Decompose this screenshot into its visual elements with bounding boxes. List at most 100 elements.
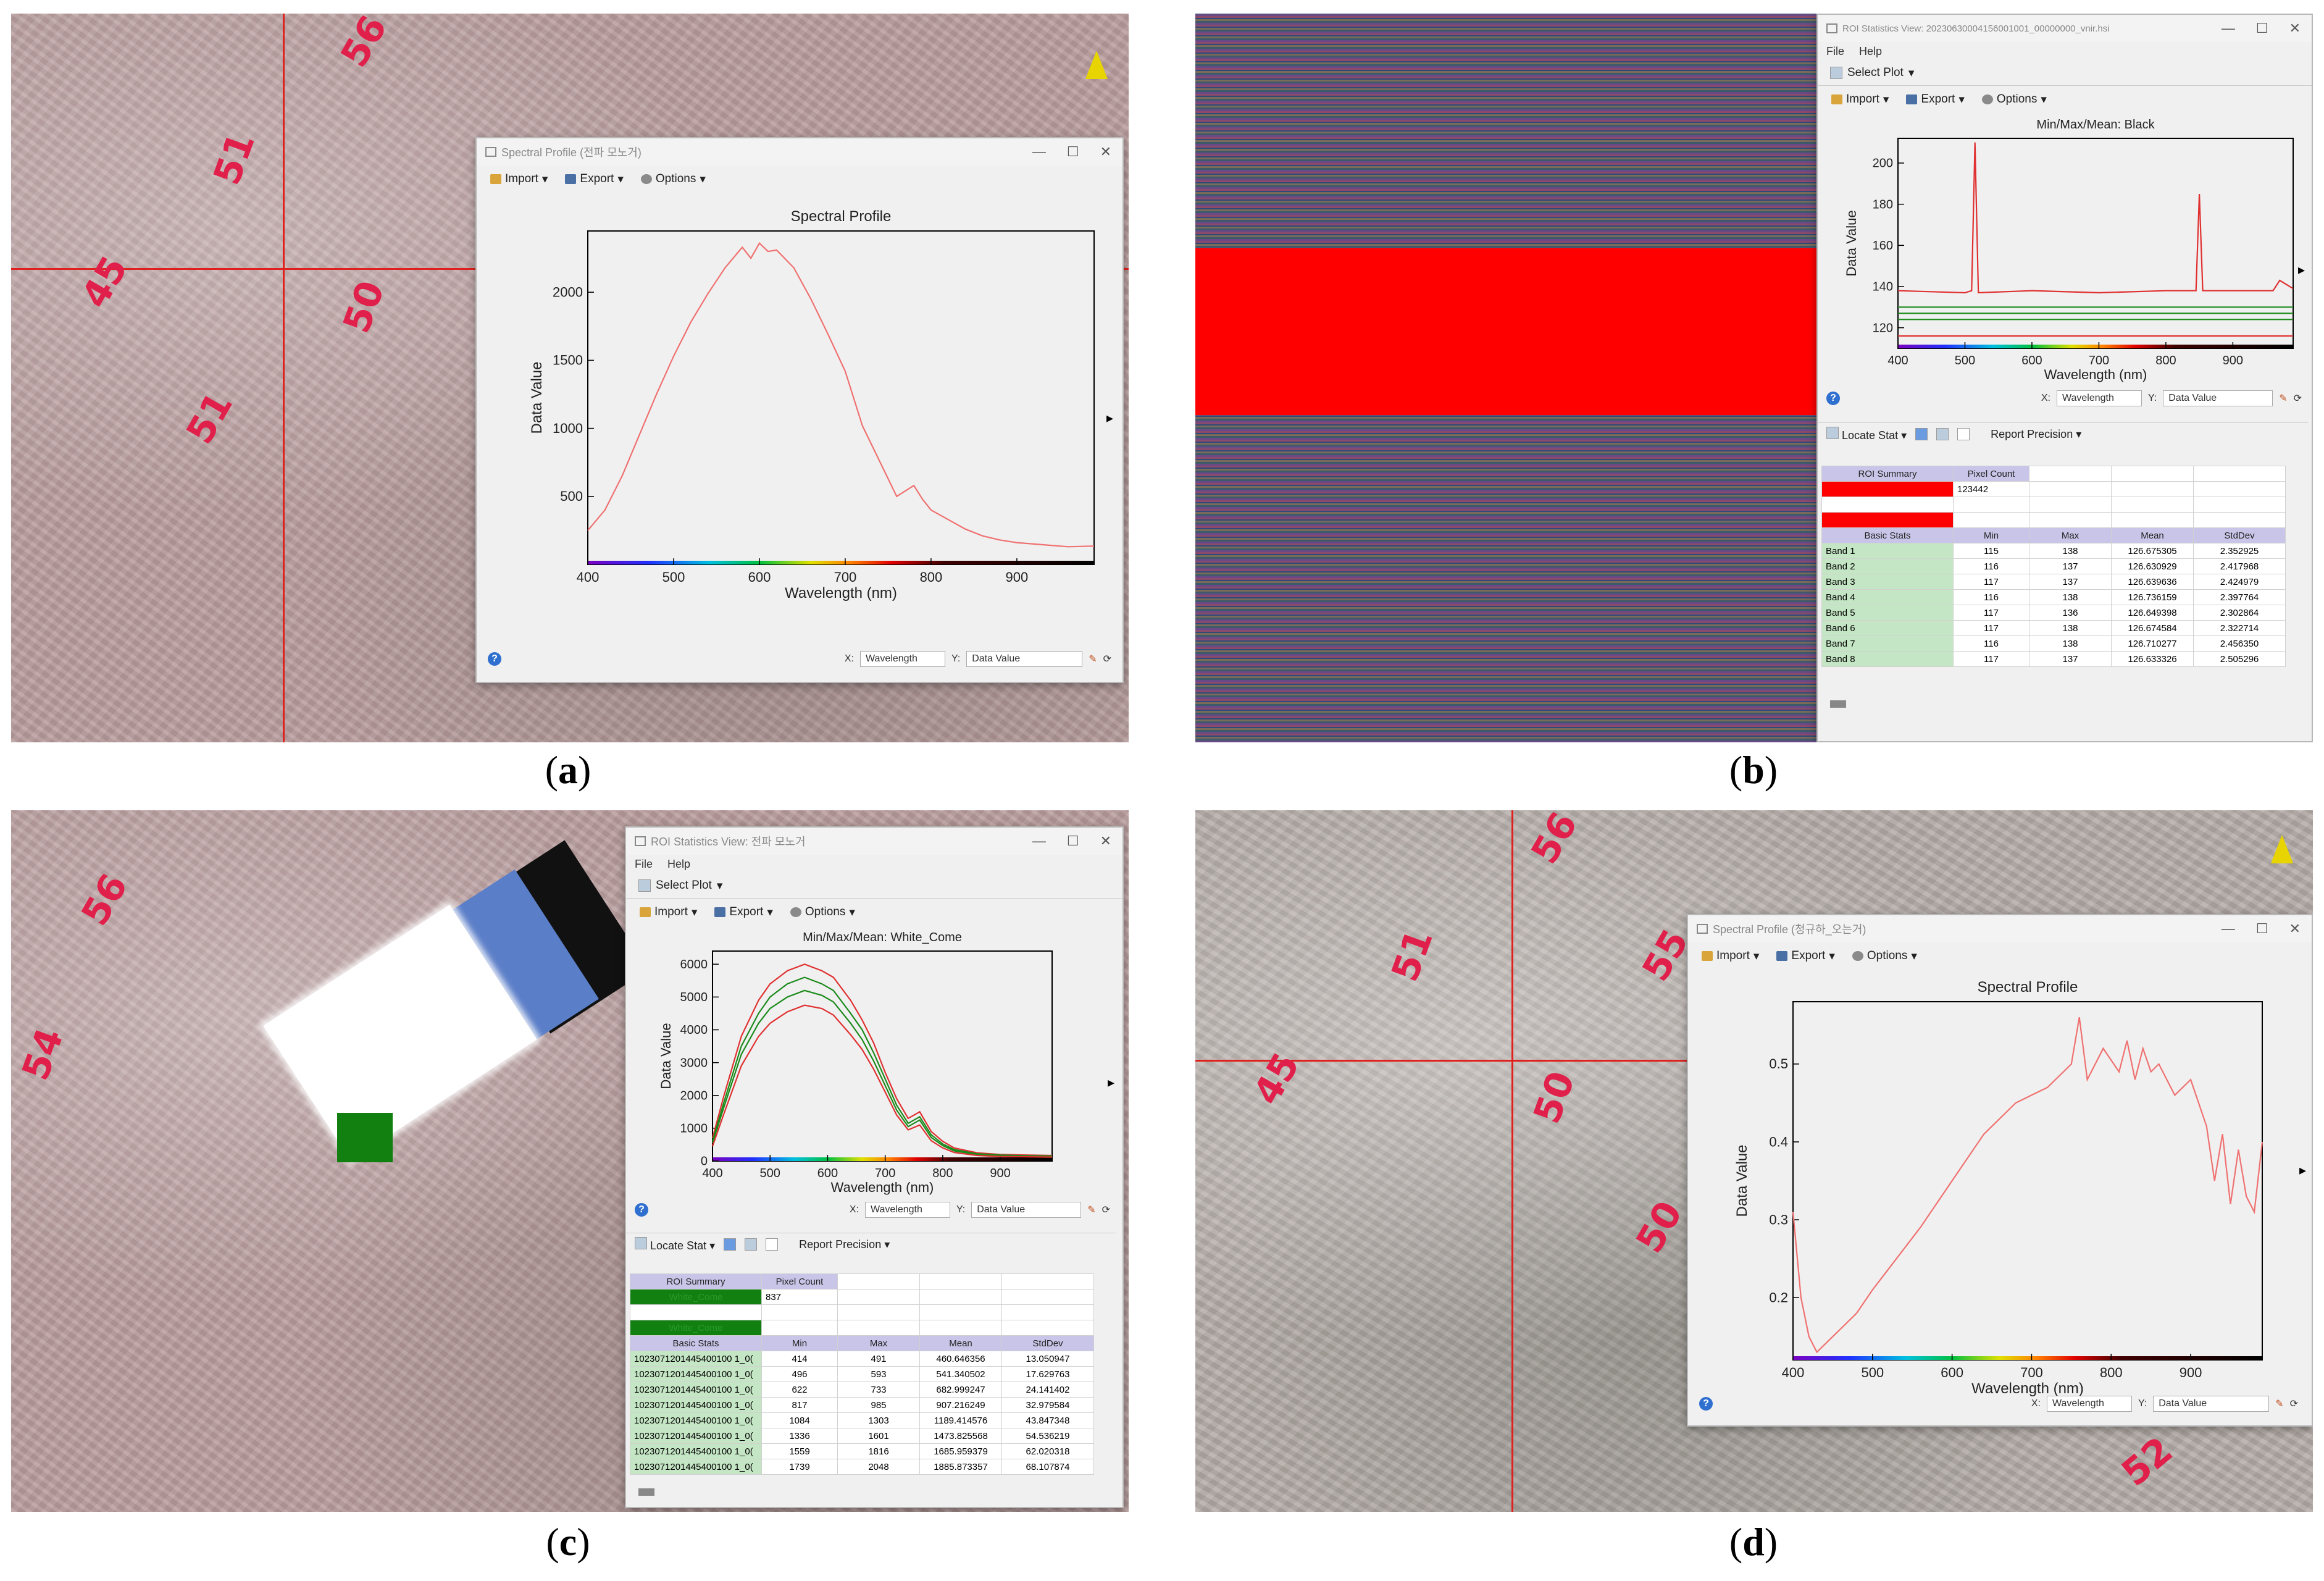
- menu-file[interactable]: File: [635, 857, 653, 870]
- band-label-cell[interactable]: Band 7: [1821, 635, 1954, 652]
- side-panel-arrow-icon[interactable]: ▸: [2298, 262, 2305, 277]
- copy-icon[interactable]: [1936, 428, 1949, 440]
- close-icon[interactable]: ✕: [2289, 20, 2301, 36]
- band-label-cell[interactable]: 1023071201445400100 1_0(: [630, 1351, 762, 1367]
- minimize-icon[interactable]: —: [2221, 921, 2235, 936]
- stats-header-cell: Basic Stats: [1821, 527, 1954, 543]
- help-icon[interactable]: ?: [635, 1203, 648, 1217]
- refresh-icon[interactable]: ⟳: [1101, 1205, 1110, 1215]
- menu-help[interactable]: Help: [667, 857, 691, 870]
- export-button[interactable]: Export ▾: [714, 905, 773, 920]
- band-label-cell[interactable]: 1023071201445400100 1_0(: [630, 1397, 762, 1413]
- refresh-icon[interactable]: ⟳: [1103, 654, 1111, 665]
- options-button[interactable]: Options ▾: [1981, 93, 2047, 107]
- roi-name-cell[interactable]: White_Come: [630, 1320, 762, 1336]
- band-label-cell[interactable]: 1023071201445400100 1_0(: [630, 1412, 762, 1428]
- minimize-icon[interactable]: —: [1032, 833, 1046, 849]
- scrollbar-horizontal[interactable]: [638, 1488, 654, 1496]
- maximize-icon[interactable]: ☐: [2255, 20, 2268, 36]
- refresh-icon[interactable]: ⟳: [2293, 393, 2302, 404]
- x-axis-select[interactable]: Wavelength: [2046, 1396, 2132, 1412]
- pencil-icon[interactable]: ✎: [2275, 1399, 2284, 1409]
- refresh-icon[interactable]: ⟳: [2289, 1399, 2298, 1409]
- panel-label-b: (b): [1729, 748, 1778, 792]
- stat-value-cell: 1473.825568: [919, 1428, 1002, 1444]
- export-button[interactable]: Export ▾: [565, 172, 624, 187]
- pencil-icon[interactable]: ✎: [2279, 393, 2288, 404]
- import-button[interactable]: Import ▾: [1831, 93, 1889, 107]
- y-tick-label: 0.2: [1769, 1290, 1788, 1305]
- roi-second-row: Black: [1821, 512, 2286, 528]
- spectrum-bar: [588, 561, 1094, 564]
- menu-file[interactable]: File: [1826, 44, 1845, 57]
- export-button[interactable]: Export ▾: [1906, 93, 1965, 107]
- import-button[interactable]: Import ▾: [1702, 949, 1759, 963]
- copy-icon[interactable]: [745, 1238, 758, 1251]
- pencil-icon[interactable]: ✎: [1087, 1205, 1096, 1215]
- band-label-cell[interactable]: Band 5: [1821, 605, 1954, 621]
- options-button[interactable]: Options ▾: [790, 905, 855, 920]
- minimize-icon[interactable]: —: [1032, 144, 1046, 159]
- close-icon[interactable]: ✕: [1100, 833, 1111, 849]
- maximize-icon[interactable]: ☐: [1066, 833, 1079, 849]
- band-label-cell[interactable]: Band 3: [1821, 574, 1954, 590]
- stat-value-cell: 1084: [761, 1412, 838, 1428]
- band-label-cell[interactable]: Band 1: [1821, 543, 1954, 559]
- stat-value-cell: 126.633326: [2111, 651, 2194, 667]
- y-axis-select[interactable]: Data Value: [2153, 1396, 2270, 1412]
- menu-help[interactable]: Help: [1859, 44, 1883, 57]
- help-icon[interactable]: ?: [1826, 392, 1840, 405]
- page-icon[interactable]: [766, 1238, 779, 1251]
- y-axis-title: Data Value: [529, 362, 545, 434]
- help-icon[interactable]: ?: [488, 652, 501, 666]
- export-button[interactable]: Export ▾: [1776, 949, 1835, 963]
- band-label-cell[interactable]: Band 4: [1821, 589, 1954, 605]
- roi-green-square[interactable]: [337, 1113, 393, 1162]
- minimize-icon[interactable]: —: [2221, 20, 2235, 36]
- select-plot-button[interactable]: Select Plot ▾: [1818, 61, 2312, 86]
- plot-frame: [587, 230, 1095, 565]
- maximize-icon[interactable]: ☐: [2255, 921, 2268, 936]
- band-label-cell[interactable]: 1023071201445400100 1_0(: [630, 1382, 762, 1398]
- locate-stat-button[interactable]: Locate Stat ▾: [1826, 426, 1907, 442]
- x-axis-select[interactable]: Wavelength: [864, 1202, 950, 1218]
- import-button[interactable]: Import ▾: [640, 905, 697, 920]
- band-label-cell[interactable]: Band 8: [1821, 651, 1954, 667]
- roi-name-cell[interactable]: Black: [1821, 481, 1954, 497]
- band-label-cell[interactable]: 1023071201445400100 1_0(: [630, 1443, 762, 1459]
- y-axis-select[interactable]: Data Value: [971, 1202, 1082, 1218]
- page-icon[interactable]: [1957, 428, 1970, 440]
- band-label-cell[interactable]: Band 6: [1821, 620, 1954, 636]
- band-label-cell[interactable]: Band 2: [1821, 558, 1954, 574]
- close-icon[interactable]: ✕: [1100, 144, 1111, 159]
- report-precision-button[interactable]: Report Precision ▾: [1991, 427, 2082, 440]
- series-line-3: [711, 1004, 1053, 1158]
- x-axis-select[interactable]: Wavelength: [859, 651, 945, 667]
- close-icon[interactable]: ✕: [2289, 921, 2301, 936]
- band-label-cell[interactable]: 1023071201445400100 1_0(: [630, 1428, 762, 1444]
- view-icon[interactable]: [1915, 428, 1928, 440]
- options-button[interactable]: Options ▾: [640, 172, 706, 187]
- roi-summary-header: ROI Summary: [630, 1273, 762, 1290]
- locate-stat-button[interactable]: Locate Stat ▾: [635, 1236, 715, 1252]
- scrollbar-horizontal[interactable]: [1830, 700, 1846, 708]
- y-axis-select[interactable]: Data Value: [966, 651, 1083, 667]
- select-plot-button[interactable]: Select Plot ▾: [626, 873, 1122, 899]
- side-panel-arrow-icon[interactable]: ▸: [1106, 410, 1114, 426]
- roi-name-cell[interactable]: Black: [1821, 512, 1954, 528]
- y-axis-select[interactable]: Data Value: [2163, 390, 2273, 406]
- roi-stats-table: ROI Summary Pixel Count White_Come 837 W…: [630, 1273, 1094, 1475]
- roi-name-cell[interactable]: White_Come: [630, 1289, 762, 1305]
- side-panel-arrow-icon[interactable]: ▸: [1108, 1075, 1115, 1090]
- options-button[interactable]: Options ▾: [1852, 949, 1917, 963]
- help-icon[interactable]: ?: [1699, 1397, 1713, 1411]
- pencil-icon[interactable]: ✎: [1089, 654, 1097, 665]
- maximize-icon[interactable]: ☐: [1066, 144, 1079, 159]
- report-precision-button[interactable]: Report Precision ▾: [799, 1238, 890, 1251]
- view-icon[interactable]: [724, 1238, 737, 1251]
- x-axis-select[interactable]: Wavelength: [2056, 390, 2142, 406]
- side-panel-arrow-icon[interactable]: ▸: [2299, 1162, 2307, 1178]
- import-button[interactable]: Import ▾: [490, 172, 548, 187]
- band-label-cell[interactable]: 1023071201445400100 1_0(: [630, 1366, 762, 1382]
- band-label-cell[interactable]: 1023071201445400100 1_0(: [630, 1459, 762, 1475]
